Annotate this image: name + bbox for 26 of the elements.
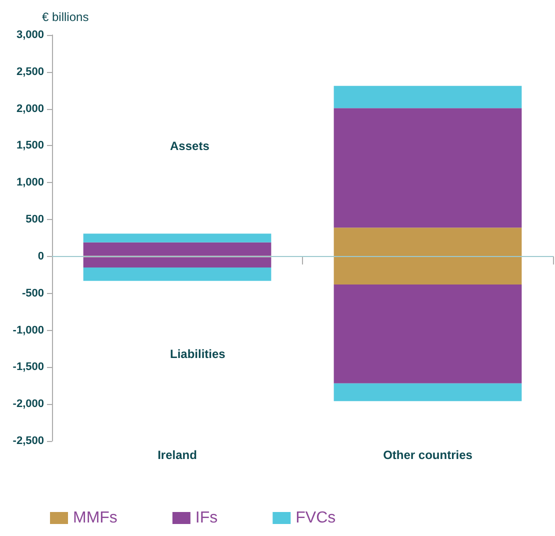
x-tick-label: Ireland (158, 448, 197, 462)
legend-label: FVCs (296, 510, 336, 526)
annotation: Liabilities (170, 347, 226, 361)
y-tick-label: -2,500 (12, 435, 44, 447)
y-tick-label: -1,000 (12, 324, 44, 336)
y-tick-label: -2,000 (12, 398, 44, 410)
y-tick-label: 500 (26, 214, 44, 226)
legend-label: IFs (195, 510, 218, 526)
y-tick-label: -500 (22, 287, 44, 300)
x-tick-label: Other countries (383, 448, 473, 462)
y-tick-label: 2,000 (16, 102, 44, 115)
bar (83, 234, 272, 242)
annotation: Assets (170, 139, 210, 153)
y-tick-label: -1,500 (12, 361, 44, 374)
y-axis-title: € billions (42, 10, 89, 24)
bar (83, 268, 272, 281)
bar (334, 86, 522, 108)
bar (334, 284, 522, 384)
y-tick-label: 1,500 (16, 140, 44, 152)
bar (334, 383, 522, 402)
y-tick-label: 0 (38, 250, 44, 262)
legend-label: MMFs (73, 510, 118, 526)
y-tick-label: 2,500 (16, 66, 44, 78)
bar (334, 108, 522, 228)
y-tick-label: 3,000 (16, 29, 44, 41)
y-tick-label: 1,000 (16, 176, 44, 189)
